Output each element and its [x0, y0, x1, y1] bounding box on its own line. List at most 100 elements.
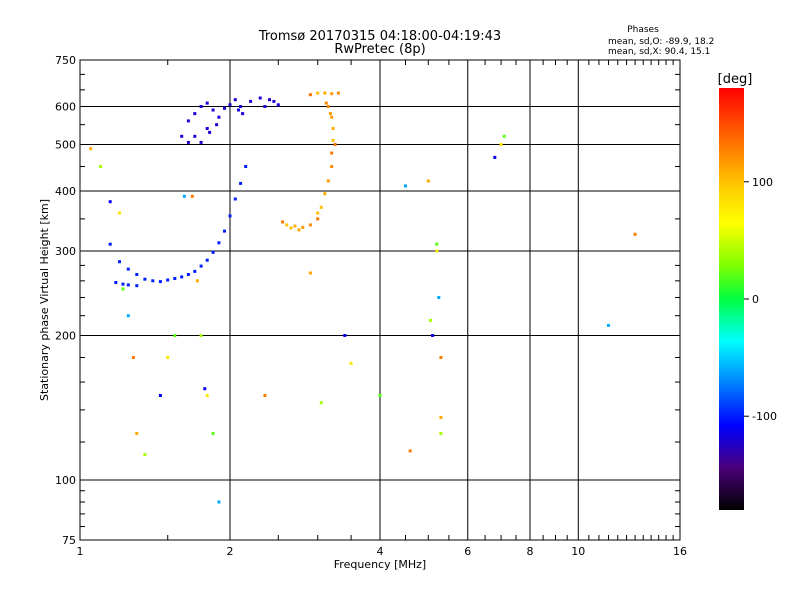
data-point [239, 181, 243, 185]
data-point [428, 319, 432, 322]
data-point [233, 197, 237, 201]
data-point [343, 334, 347, 337]
data-point [118, 211, 121, 215]
data-point [308, 223, 312, 227]
data-point [297, 228, 301, 232]
data-point [99, 165, 103, 168]
data-point [151, 279, 155, 283]
x-tick-label: 1 [77, 545, 84, 558]
data-point [190, 194, 194, 198]
data-point [195, 279, 199, 283]
data-point [289, 226, 293, 230]
y-tick-label: 400 [55, 185, 76, 198]
data-point [276, 103, 280, 107]
x-tick-label: 8 [527, 545, 534, 558]
data-point [131, 356, 135, 359]
data-point [135, 273, 139, 276]
grid-lines [80, 60, 680, 540]
data-point [331, 127, 335, 130]
data-point [319, 401, 323, 405]
data-point [143, 277, 147, 281]
y-tick-label: 500 [55, 139, 76, 152]
x-tick-label: 4 [377, 545, 384, 558]
y-tick-label: 600 [55, 101, 76, 114]
data-point [158, 280, 162, 284]
colorbar-tick-label: 0 [752, 293, 759, 306]
data-point [205, 258, 209, 262]
x-tick-label: 6 [464, 545, 471, 558]
data-point [135, 284, 139, 288]
data-point [324, 101, 328, 105]
data-point [502, 134, 506, 138]
data-point [263, 394, 267, 397]
data-point [293, 224, 297, 228]
data-point [114, 281, 118, 284]
data-point [173, 277, 177, 280]
data-point [323, 91, 327, 95]
data-point [426, 179, 430, 183]
data-point [439, 356, 443, 359]
colorbar-tick-label: -100 [752, 410, 777, 423]
data-point [182, 194, 186, 198]
x-tick-labels: 1 2 4 6 8 10 16 [77, 545, 688, 558]
data-point [193, 134, 197, 138]
data-point [439, 432, 443, 435]
data-point [126, 283, 130, 287]
colorbar-ticks: 100 0 -100 [744, 176, 777, 423]
data-point [193, 112, 197, 116]
data-point [326, 105, 330, 108]
x-tick-label: 10 [571, 545, 585, 558]
data-point [228, 214, 232, 218]
x-axis-label: Frequency [MHz] [334, 558, 426, 571]
data-point [217, 115, 221, 119]
data-point [166, 356, 170, 359]
data-point [439, 416, 443, 419]
data-point [208, 130, 212, 134]
data-point [435, 242, 439, 246]
data-point [135, 432, 139, 435]
data-point [437, 296, 441, 299]
data-point [330, 165, 334, 168]
data-point [193, 269, 197, 273]
data-point [431, 334, 435, 337]
data-point [89, 147, 93, 151]
data-point [330, 92, 334, 96]
data-point [328, 112, 332, 116]
data-point [239, 105, 243, 108]
data-point [281, 220, 285, 224]
y-tick-label: 300 [55, 245, 76, 258]
data-point [308, 271, 312, 275]
data-point [493, 155, 497, 159]
data-point [143, 453, 147, 457]
y-tick-label: 100 [55, 474, 76, 487]
data-point [108, 200, 112, 204]
data-point [323, 192, 327, 196]
data-point [108, 242, 112, 246]
data-point [158, 394, 162, 397]
data-point [186, 140, 190, 144]
data-point [316, 217, 320, 221]
data-point [258, 96, 262, 100]
data-point [199, 264, 203, 268]
data-point [199, 334, 203, 337]
data-point [330, 115, 334, 119]
data-point [180, 275, 184, 279]
data-point [118, 260, 121, 264]
data-point [126, 267, 130, 271]
data-point [217, 241, 221, 245]
y-tick-label: 75 [62, 534, 76, 547]
data-point [186, 273, 190, 276]
chart-title: Tromsø 20170315 04:18:00-04:19:43 [258, 29, 501, 44]
colorbar [719, 88, 744, 510]
data-point [244, 165, 248, 168]
y-axis-label: Stationary phase Virtual Height [km] [38, 199, 51, 401]
data-point [180, 134, 184, 138]
stats-line-x: mean, sd,X: 90.4, 15.1 [608, 47, 710, 57]
colorbar-tick-label: 100 [752, 176, 773, 189]
data-point [336, 91, 340, 95]
data-point [211, 108, 215, 112]
plot-area: 1 2 4 6 8 10 16 75 100 200 300 400 500 600 750 [55, 54, 687, 558]
data-point [237, 108, 240, 112]
data-point [203, 387, 207, 391]
data-point [349, 361, 353, 365]
